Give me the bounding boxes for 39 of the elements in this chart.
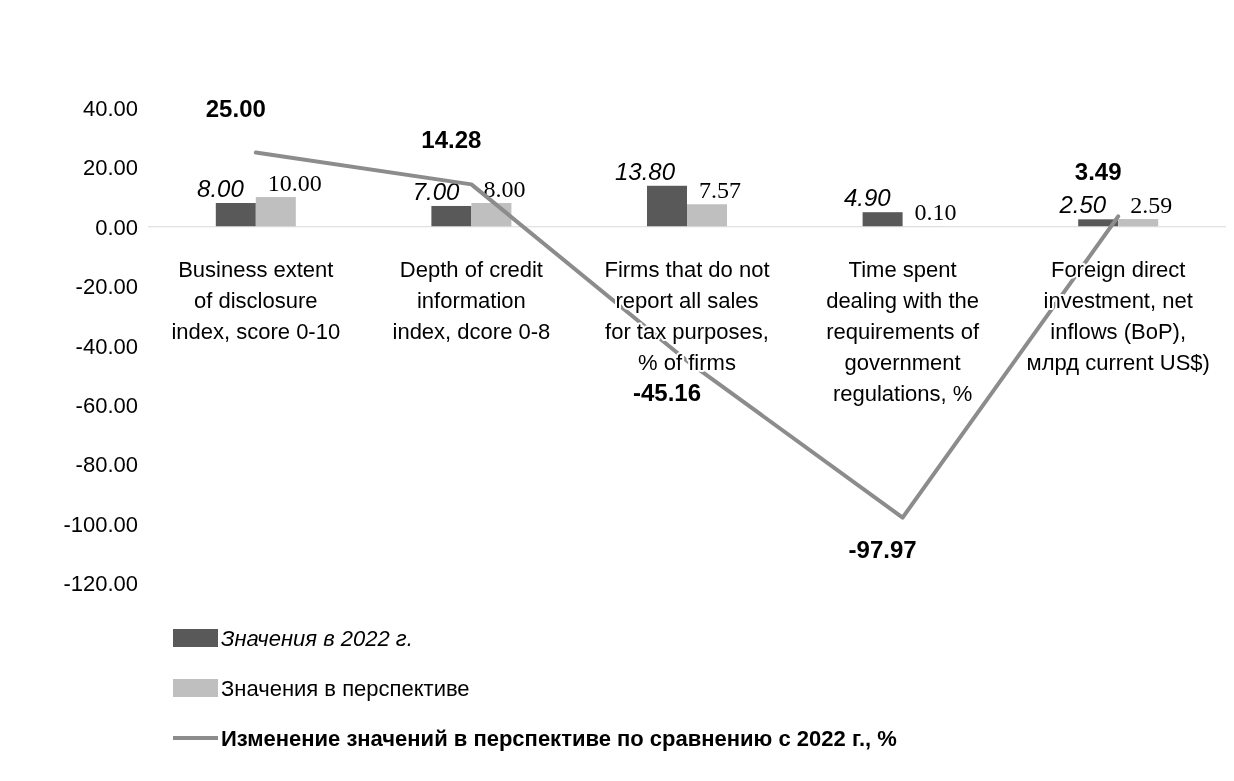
data-label: 25.00 xyxy=(205,94,266,122)
data-label: -97.97 xyxy=(848,535,917,563)
data-label: 8.00 xyxy=(197,175,245,202)
y-tick-label: -60.00 xyxy=(75,392,138,418)
bar xyxy=(862,212,903,227)
y-tick-label: -40.00 xyxy=(75,333,138,359)
legend-label: Значения в перспективе xyxy=(221,676,470,701)
data-label: -45.16 xyxy=(632,378,702,406)
y-tick-label: -100.00 xyxy=(63,511,138,537)
legend-label: Значения в 2022 г. xyxy=(221,626,413,651)
y-tick-label: -80.00 xyxy=(75,452,138,478)
bar xyxy=(1118,219,1159,227)
data-label: 0.10 xyxy=(914,199,957,226)
data-label: 13.80 xyxy=(614,157,676,185)
x-tick-label: Foreign direct investment, net inflows (BoP), млрд current US$) xyxy=(1026,256,1210,375)
y-tick-label: -120.00 xyxy=(63,571,138,596)
y-tick-label: 40.00 xyxy=(82,96,138,121)
bar xyxy=(215,203,256,227)
y-tick-label: 0.00 xyxy=(95,214,138,240)
data-label: 14.28 xyxy=(421,126,482,154)
data-label: 3.49 xyxy=(1074,158,1122,186)
data-label: 7.00 xyxy=(412,177,461,205)
y-tick-label: -20.00 xyxy=(75,274,138,300)
y-tick-label: 20.00 xyxy=(82,155,138,181)
bar xyxy=(431,205,472,227)
bar xyxy=(687,204,727,227)
data-label: 8.00 xyxy=(483,176,526,202)
x-tick-label: Firms that do not report all sales for tax purposes, % of firms xyxy=(604,256,770,375)
x-tick-label: Depth of credit information index, dcore 0-8 xyxy=(392,256,551,344)
bar xyxy=(647,185,687,227)
x-tick-label: Business extent of disclosure index, score 0-10 xyxy=(171,256,341,344)
legend-label: Изменение значений в перспективе по сравнению с 2022 г., % xyxy=(221,726,897,751)
data-label: 2.59 xyxy=(1130,192,1173,219)
data-label: 10.00 xyxy=(267,170,322,197)
x-tick-label: Time spent dealing with the requirements of government regulations, % xyxy=(826,256,980,406)
bar xyxy=(255,197,296,227)
data-label: 7.57 xyxy=(699,177,741,204)
data-label: 4.90 xyxy=(843,184,892,212)
data-label: 2.50 xyxy=(1058,191,1107,219)
